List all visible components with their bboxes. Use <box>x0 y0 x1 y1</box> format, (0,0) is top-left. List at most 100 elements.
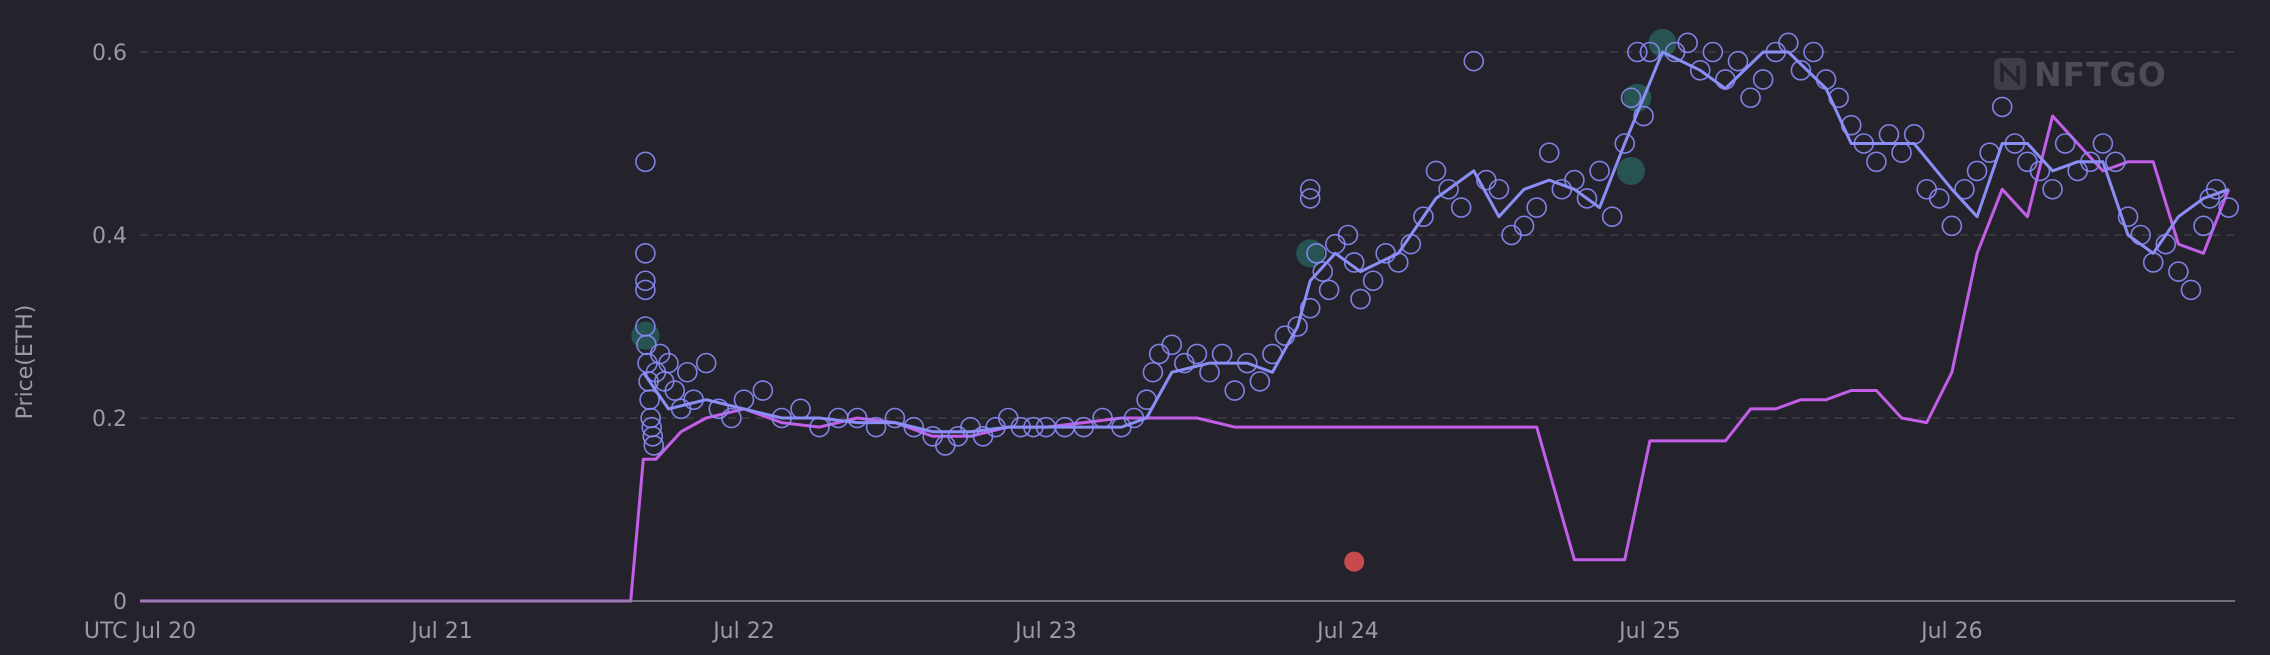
sale-point <box>1186 343 1208 365</box>
sale-point <box>664 380 686 401</box>
sale-point <box>1343 252 1365 273</box>
sale-point <box>2193 215 2214 237</box>
highlight-point <box>1617 156 1646 185</box>
sale-point <box>1752 69 1774 90</box>
sale-point <box>1589 160 1610 182</box>
sale-point <box>865 416 887 438</box>
sale-point <box>1299 178 1321 200</box>
sale-point <box>2180 279 2202 301</box>
x-tick-label: UTC Jul 20 <box>84 619 196 644</box>
sale-point <box>1991 96 2013 118</box>
sale-point <box>1633 105 1654 127</box>
y-tick-label: 0.2 <box>92 407 127 432</box>
sale-point <box>1538 142 1560 163</box>
sale-point <box>1142 361 1164 383</box>
y-tick-label: 0 <box>113 590 127 615</box>
sale-point <box>1740 87 1761 109</box>
sale-point <box>1488 178 1510 200</box>
sale-point <box>1526 197 1547 218</box>
sale-point <box>2117 206 2139 227</box>
sale-point <box>1450 197 1472 218</box>
highlight-point <box>1623 83 1652 112</box>
y-tick-label: 0.4 <box>92 224 127 249</box>
sale-point <box>721 407 742 429</box>
floor-price-series <box>140 114 2231 603</box>
x-tick-label: Jul 24 <box>1315 619 1379 644</box>
sale-point <box>635 151 656 173</box>
sale-point <box>1224 380 1245 401</box>
sale-point <box>846 407 868 429</box>
sale-point <box>1337 224 1359 246</box>
y-axis-title: Price(ETH) <box>13 305 38 420</box>
sale-point <box>1727 50 1749 72</box>
sale-point <box>1463 50 1485 72</box>
x-tick-label: Jul 25 <box>1617 619 1681 644</box>
sale-point <box>1306 243 1327 264</box>
sale-point <box>2029 160 2051 182</box>
floor-price-line <box>140 114 2231 603</box>
sale-point <box>635 243 656 264</box>
sale-point <box>2054 133 2076 154</box>
sale-point <box>677 361 698 383</box>
sale-point <box>1299 188 1321 209</box>
sale-point <box>1790 60 1812 81</box>
sale-point <box>1513 215 1535 237</box>
sale-point <box>1866 151 1887 173</box>
sale-point <box>884 407 906 429</box>
sale-point <box>1677 32 1698 54</box>
sale-point <box>1689 60 1711 81</box>
sale-point <box>2168 261 2189 282</box>
sale-point <box>1350 288 1371 310</box>
sale-point <box>695 352 717 374</box>
outlier-sale-point <box>1344 551 1365 572</box>
sale-point <box>1702 41 1724 63</box>
sale-point <box>1639 41 1661 63</box>
sale-point <box>1941 215 1963 237</box>
sale-point <box>1576 188 1598 209</box>
sale-point <box>2042 178 2063 200</box>
sale-point <box>1161 334 1183 356</box>
x-tick-label: Jul 22 <box>711 619 775 644</box>
x-tick-label: Jul 26 <box>1919 619 1983 644</box>
y-tick-label: 0.6 <box>92 41 127 66</box>
y-axis-ticks: 0 0.2 0.4 0.6 <box>92 41 127 615</box>
sale-point <box>658 352 679 374</box>
sale-point <box>1318 279 1340 301</box>
x-axis-ticks: UTC Jul 20 Jul 21 Jul 22 Jul 23 Jul 24 Jul 25… <box>84 619 1983 644</box>
sale-point <box>1601 206 1623 227</box>
highlight-point <box>1648 28 1677 57</box>
sale-point <box>1620 87 1642 109</box>
sale-point <box>1929 188 1950 209</box>
sale-point <box>903 416 925 438</box>
sale-point <box>1362 270 1384 292</box>
sale-point <box>635 270 656 292</box>
sale-point <box>1438 178 1459 200</box>
x-tick-label: Jul 21 <box>409 619 473 644</box>
nftgo-logo-glyph <box>2000 61 2020 87</box>
sale-point <box>1249 371 1271 392</box>
sale-point <box>2218 197 2240 218</box>
watermark-text: NFTGO <box>2034 55 2167 94</box>
sale-point <box>1425 160 1447 182</box>
sale-point <box>1299 297 1321 319</box>
average-price-line <box>642 50 2230 434</box>
sale-point <box>642 425 664 447</box>
sale-point <box>752 380 774 401</box>
sale-point <box>635 279 656 301</box>
sale-point <box>2092 133 2114 154</box>
watermark: NFTGO <box>1994 55 2167 94</box>
sale-point <box>1627 41 1648 63</box>
sale-point <box>1803 41 1824 63</box>
sale-point <box>1954 178 1975 200</box>
highlight-point <box>1296 239 1325 268</box>
sale-point <box>1966 160 1988 182</box>
sale-point <box>643 435 665 456</box>
x-tick-label: Jul 23 <box>1013 619 1077 644</box>
sale-point <box>1312 261 1334 282</box>
sale-point <box>2105 151 2126 173</box>
average-price-series <box>642 50 2230 434</box>
sale-point <box>1614 133 1636 154</box>
sale-point <box>1413 206 1434 227</box>
